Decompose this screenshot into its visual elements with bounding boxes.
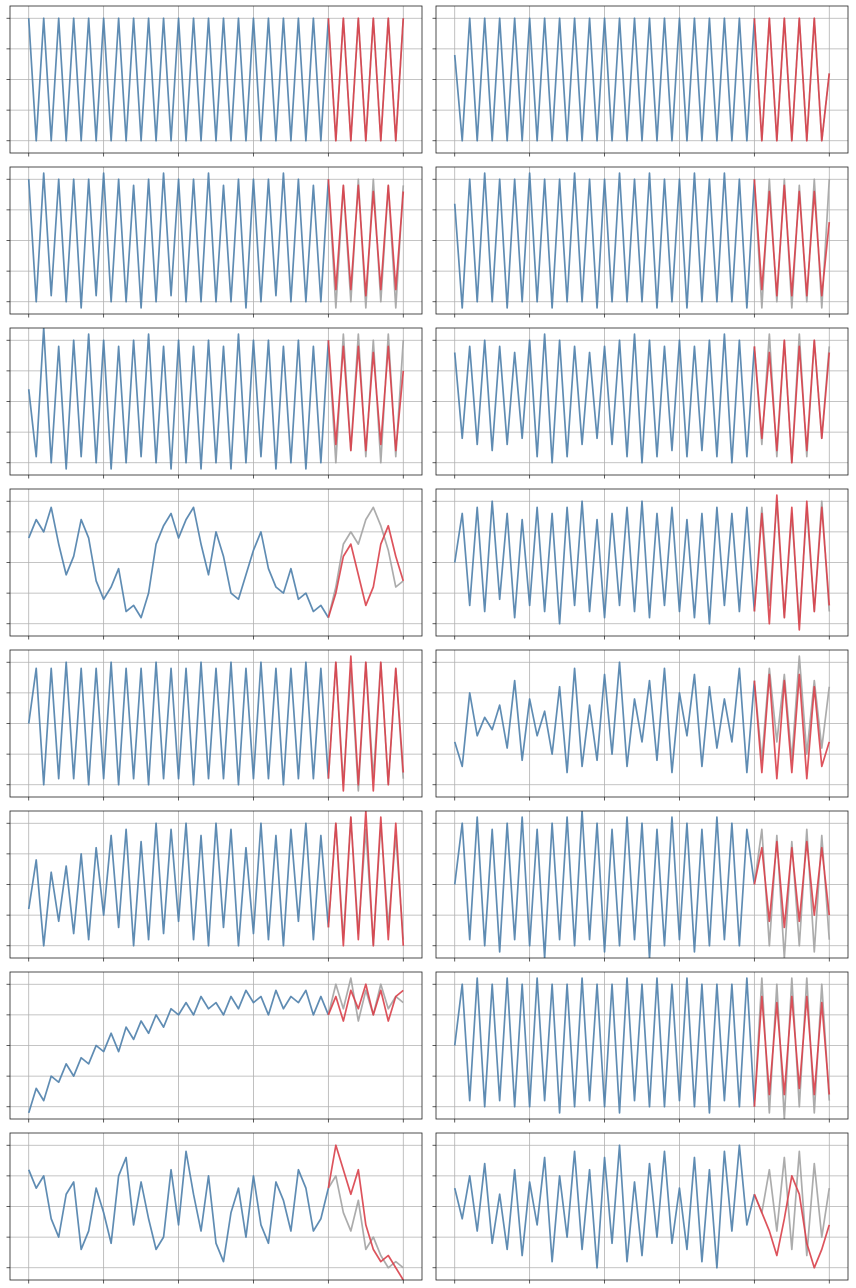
series-line (27, 506, 330, 619)
series-line (327, 179, 405, 297)
series-line (453, 977, 756, 1114)
series-line (753, 1150, 831, 1257)
series-line (327, 811, 405, 947)
plot-frame (9, 1132, 423, 1281)
plot-area (27, 977, 404, 1114)
series-line (753, 339, 831, 464)
plot-area (453, 1144, 831, 1269)
panel (432, 971, 849, 1123)
plot-frame (9, 649, 423, 798)
series-line (453, 172, 756, 309)
plot-frame (435, 5, 849, 154)
plot-frame (435, 488, 849, 637)
plot-area (453, 172, 831, 309)
series-line (27, 17, 330, 142)
plot-frame (9, 488, 423, 637)
series-line (327, 524, 405, 618)
panel (6, 810, 423, 962)
plot-area (27, 328, 405, 470)
panel (432, 810, 849, 962)
series-line (453, 661, 756, 774)
plot-area (453, 811, 831, 958)
series-line (753, 840, 831, 929)
plot-area (27, 17, 405, 142)
plot-area (27, 655, 405, 792)
series-line (27, 1150, 330, 1263)
series-line (453, 333, 756, 464)
series-line (753, 179, 831, 297)
series-line (27, 989, 330, 1114)
series-line (453, 17, 756, 142)
panel (6, 327, 423, 479)
plot-area (453, 977, 831, 1119)
series-line (327, 977, 404, 1022)
plot-area (453, 655, 831, 780)
plot-frame (435, 1132, 849, 1281)
panel (6, 166, 423, 318)
series-line (753, 1175, 831, 1269)
series-line (453, 811, 756, 958)
panel (6, 1132, 423, 1284)
series-line (27, 661, 330, 786)
series-line (27, 822, 330, 947)
panel (432, 1132, 849, 1284)
panel (6, 649, 423, 801)
series-line (753, 673, 831, 780)
series-line (753, 995, 831, 1107)
panel (6, 488, 423, 640)
series-line (327, 506, 404, 618)
panel (432, 166, 849, 318)
plot-area (453, 494, 831, 631)
plot-frame (435, 649, 849, 798)
series-line (327, 1144, 404, 1280)
plot-frame (9, 166, 423, 315)
series-line (753, 828, 831, 958)
panel (432, 488, 849, 640)
series-line (27, 328, 330, 470)
plot-frame (435, 810, 849, 959)
panel (6, 971, 423, 1123)
series-line (753, 494, 831, 631)
plot-frame (9, 327, 423, 476)
series-line (453, 500, 756, 625)
series-line (327, 983, 404, 1022)
plot-frame (9, 810, 423, 959)
panel (6, 5, 423, 157)
series-line (327, 17, 405, 142)
plot-area (27, 172, 405, 309)
plot-area (27, 811, 405, 947)
series-line (753, 17, 831, 142)
plot-frame (9, 971, 423, 1120)
plot-frame (435, 327, 849, 476)
plot-frame (9, 5, 423, 154)
plot-area (453, 17, 831, 142)
series-line (327, 1175, 404, 1269)
series-line (327, 340, 405, 452)
panel (432, 5, 849, 157)
plot-frame (435, 971, 849, 1120)
plot-area (27, 1144, 404, 1280)
panel (432, 649, 849, 801)
series-line (27, 172, 330, 309)
series-line (327, 655, 405, 792)
plot-frame (435, 166, 849, 315)
plot-area (453, 333, 831, 464)
panel (432, 327, 849, 479)
series-line (453, 1144, 756, 1269)
plot-area (27, 506, 405, 619)
